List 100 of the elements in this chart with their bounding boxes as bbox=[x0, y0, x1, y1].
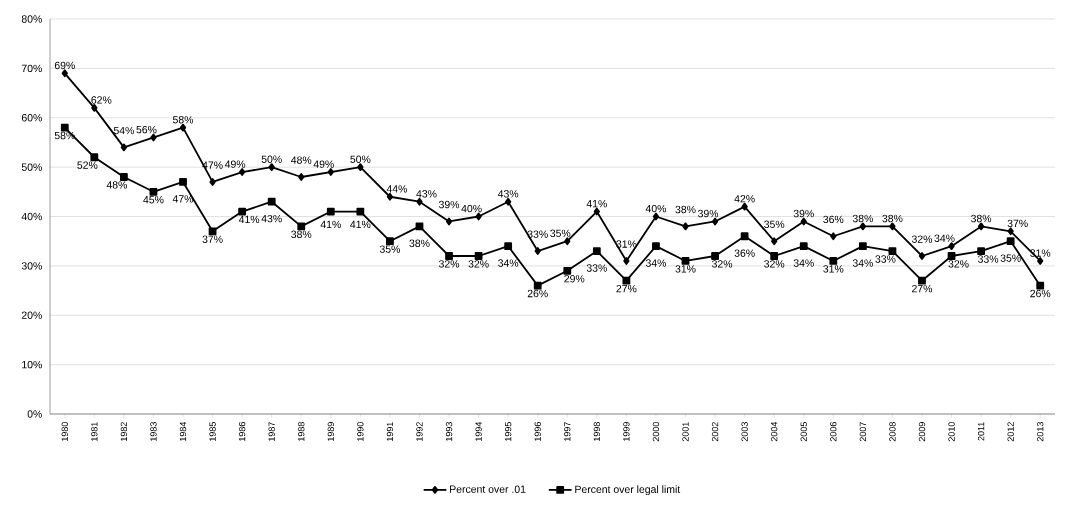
data-label: 50% bbox=[350, 155, 371, 163]
point bbox=[652, 242, 660, 251]
point bbox=[445, 252, 453, 260]
y-tick-label: 10% bbox=[22, 360, 42, 369]
point bbox=[711, 217, 719, 226]
point bbox=[1007, 227, 1014, 236]
data-label: 32% bbox=[948, 260, 969, 268]
x-tick-label: 2011 bbox=[977, 422, 985, 441]
data-label: 36% bbox=[823, 215, 844, 224]
data-label: 38% bbox=[971, 214, 992, 223]
y-tick-label: 30% bbox=[21, 262, 42, 270]
legend-label: Percent over legal limit bbox=[575, 485, 681, 496]
data-label: 31% bbox=[675, 265, 696, 273]
x-tick-label: 2006 bbox=[830, 422, 837, 442]
point bbox=[858, 242, 867, 251]
data-label: 38% bbox=[675, 205, 696, 214]
x-tick-label: 1992 bbox=[416, 422, 423, 441]
point bbox=[711, 252, 719, 260]
data-label: 41% bbox=[320, 220, 341, 229]
data-label: 45% bbox=[143, 196, 164, 204]
x-tick-label: 2013 bbox=[1037, 422, 1044, 442]
x-tick-label: 2010 bbox=[948, 422, 955, 442]
data-label: 38% bbox=[852, 214, 873, 223]
x-tick-label: 1993 bbox=[445, 422, 453, 441]
point bbox=[120, 143, 128, 152]
data-label: 49% bbox=[313, 160, 334, 168]
data-label: 39% bbox=[438, 200, 460, 209]
x-tick-label: 1994 bbox=[475, 421, 482, 441]
data-label: 44% bbox=[386, 185, 408, 193]
point bbox=[298, 173, 305, 181]
data-label: 49% bbox=[224, 160, 246, 168]
point bbox=[357, 163, 364, 172]
point bbox=[888, 247, 897, 255]
point bbox=[326, 207, 335, 216]
point bbox=[740, 232, 749, 241]
x-tick-label: 1985 bbox=[209, 422, 216, 441]
x-tick-label: 2001 bbox=[682, 422, 689, 442]
data-label: 58% bbox=[172, 116, 194, 124]
point bbox=[948, 242, 955, 251]
data-label: 29% bbox=[564, 275, 585, 283]
x-tick-label: 2004 bbox=[771, 421, 778, 442]
x-tick-label: 1999 bbox=[623, 422, 630, 441]
x-tick-label: 2002 bbox=[711, 422, 719, 442]
point bbox=[1037, 257, 1044, 265]
data-label: 34% bbox=[498, 259, 519, 267]
point bbox=[918, 276, 926, 285]
data-label: 48% bbox=[106, 181, 127, 189]
data-label: 26% bbox=[1030, 289, 1051, 298]
point bbox=[356, 207, 365, 216]
x-tick-label: 2008 bbox=[889, 422, 896, 442]
x-tick-label: 2007 bbox=[859, 422, 867, 442]
data-label: 34% bbox=[934, 234, 955, 242]
data-label: 42% bbox=[734, 195, 755, 203]
data-label: 33% bbox=[875, 255, 896, 263]
data-label: 27% bbox=[616, 284, 637, 293]
data-label: 41% bbox=[586, 200, 607, 208]
data-label: 43% bbox=[261, 214, 282, 223]
data-label: 43% bbox=[416, 190, 437, 198]
point bbox=[268, 163, 275, 172]
data-label: 41% bbox=[350, 220, 371, 229]
data-label: 40% bbox=[645, 204, 667, 213]
y-tick-label: 40% bbox=[21, 212, 42, 221]
x-tick-label: 1995 bbox=[504, 422, 512, 441]
x-tick-label: 1991 bbox=[386, 422, 394, 441]
data-label: 41% bbox=[238, 215, 260, 224]
data-label: 32% bbox=[468, 260, 489, 268]
data-label: 32% bbox=[911, 235, 933, 243]
point bbox=[623, 257, 630, 265]
data-label: 31% bbox=[616, 240, 637, 248]
data-label: 33% bbox=[586, 264, 607, 272]
point bbox=[563, 266, 572, 275]
x-tick-label: 2003 bbox=[741, 422, 748, 442]
point bbox=[179, 178, 187, 186]
x-tick-label: 1984 bbox=[179, 421, 187, 441]
data-label: 37% bbox=[202, 235, 223, 243]
point bbox=[799, 242, 808, 251]
data-label: 39% bbox=[793, 209, 814, 218]
x-tick-label: 1988 bbox=[298, 422, 305, 441]
x-tick-label: 1983 bbox=[150, 422, 157, 441]
point bbox=[682, 222, 689, 231]
point bbox=[918, 252, 926, 260]
data-label: 33% bbox=[978, 255, 999, 263]
point bbox=[238, 168, 246, 176]
point bbox=[504, 242, 513, 251]
point bbox=[238, 207, 247, 216]
point bbox=[474, 252, 483, 260]
x-tick-label: 1990 bbox=[357, 422, 364, 441]
y-tick-label: 20% bbox=[21, 311, 42, 319]
x-tick-label: 1987 bbox=[268, 422, 275, 441]
data-label: 32% bbox=[438, 260, 460, 268]
point bbox=[119, 173, 128, 181]
data-label: 38% bbox=[882, 214, 903, 223]
point bbox=[445, 217, 453, 226]
point bbox=[327, 168, 334, 176]
point bbox=[60, 123, 69, 132]
data-label: 38% bbox=[291, 230, 312, 238]
data-label: 35% bbox=[764, 220, 785, 228]
y-tick-label: 0% bbox=[27, 410, 42, 418]
data-label: 62% bbox=[91, 96, 112, 104]
point bbox=[977, 247, 985, 255]
